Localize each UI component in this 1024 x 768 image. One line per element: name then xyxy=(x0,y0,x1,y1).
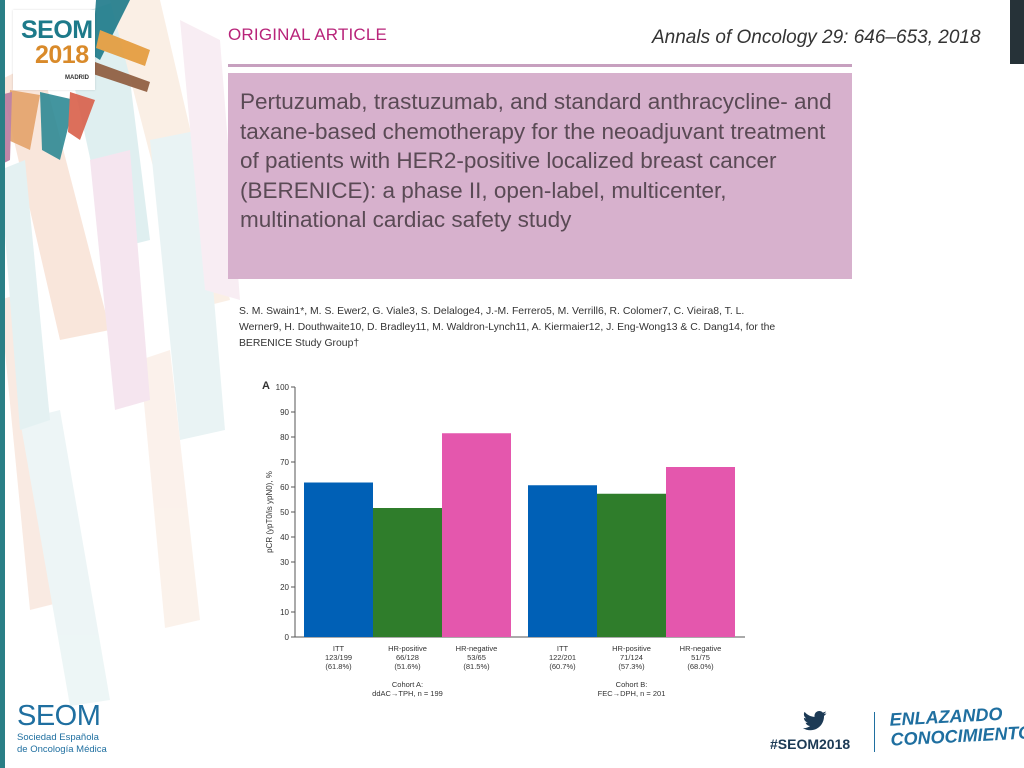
twitter-bird-icon xyxy=(803,711,827,731)
hashtag-label: #SEOM2018 xyxy=(770,736,851,752)
logo-seom-text: SEOM xyxy=(21,16,93,44)
panel-label: A xyxy=(262,380,270,392)
bar xyxy=(597,493,666,637)
bar xyxy=(373,508,442,637)
bar xyxy=(442,433,511,637)
y-tick-label: 40 xyxy=(280,533,289,542)
x-tick-label: 51/75 xyxy=(691,653,710,662)
seom-subtitle-line1: Sociedad Española xyxy=(17,732,99,743)
y-tick-label: 70 xyxy=(280,458,289,467)
y-tick-label: 10 xyxy=(280,608,289,617)
bar xyxy=(528,485,597,637)
title-rule xyxy=(228,64,852,67)
bar xyxy=(304,482,373,637)
bar xyxy=(666,467,735,637)
y-tick-label: 30 xyxy=(280,558,289,567)
title-box: Pertuzumab, trastuzumab, and standard an… xyxy=(228,73,852,279)
x-tick-label: (57.3%) xyxy=(618,662,645,671)
x-tick-label: 123/199 xyxy=(325,653,352,662)
x-tick-label: 71/124 xyxy=(620,653,643,662)
left-edge-bar xyxy=(0,0,5,768)
x-tick-label: 66/128 xyxy=(396,653,419,662)
x-tick-label: ITT xyxy=(333,644,345,653)
enlazando-conocimiento-logo: ENLAZANDO CONOCIMIENTO xyxy=(889,702,1024,750)
journal-citation: Annals of Oncology 29: 646–653, 2018 xyxy=(652,27,981,48)
x-tick-label: HR-negative xyxy=(680,644,722,653)
x-tick-label: 122/201 xyxy=(549,653,576,662)
x-tick-label: (60.7%) xyxy=(549,662,576,671)
right-edge-bar xyxy=(1010,0,1024,64)
cohort-regimen-label: FEC→DPH, n = 201 xyxy=(598,689,666,698)
footer-divider xyxy=(874,712,875,752)
seom-2018-logo: SEOM 2018 MADRID xyxy=(13,10,95,90)
seom-society-logo: SEOM Sociedad Española de Oncología Médi… xyxy=(17,701,107,755)
x-tick-label: (51.6%) xyxy=(394,662,421,671)
y-axis-label: pCR (ypT0/is ypN0), % xyxy=(265,471,274,553)
y-tick-label: 80 xyxy=(280,433,289,442)
cohort-label: Cohort A: xyxy=(392,680,423,689)
author-list: S. M. Swain1*, M. S. Ewer2, G. Viale3, S… xyxy=(239,306,776,349)
article-title: Pertuzumab, trastuzumab, and standard an… xyxy=(240,89,832,232)
x-tick-label: 53/65 xyxy=(467,653,486,662)
seom-subtitle-line2: de Oncología Médica xyxy=(17,744,107,755)
y-tick-label: 100 xyxy=(276,383,290,392)
x-tick-label: (81.5%) xyxy=(463,662,490,671)
cohort-label: Cohort B: xyxy=(616,680,648,689)
x-tick-label: HR-negative xyxy=(456,644,498,653)
seom-wordmark: SEOM xyxy=(17,700,101,732)
x-tick-label: HR-positive xyxy=(388,644,427,653)
cohort-regimen-label: ddAC→TPH, n = 199 xyxy=(372,689,443,698)
logo-year-text: 2018 xyxy=(35,41,89,69)
cohort-labels: Cohort A:ddAC→TPH, n = 199 Cohort B:FEC→D… xyxy=(372,680,665,698)
x-tick-label: (68.0%) xyxy=(687,662,714,671)
section-label: ORIGINAL ARTICLE xyxy=(228,25,388,44)
logo-city-text: MADRID xyxy=(65,75,89,81)
y-tick-label: 0 xyxy=(285,633,290,642)
y-tick-label: 20 xyxy=(280,583,289,592)
bar-group xyxy=(304,433,735,637)
y-tick-label: 50 xyxy=(280,508,289,517)
x-tick-label: HR-positive xyxy=(612,644,651,653)
y-tick-label: 60 xyxy=(280,483,289,492)
x-axis-labels: ITT123/199(61.8%)HR-positive66/128(51.6%… xyxy=(325,644,721,671)
y-tick-label: 90 xyxy=(280,408,289,417)
x-tick-label: (61.8%) xyxy=(325,662,352,671)
x-tick-label: ITT xyxy=(557,644,569,653)
pcr-bar-chart: A pCR (ypT0/is ypN0), % 0 10 20 30 40 50 60 70 8… xyxy=(262,380,745,698)
